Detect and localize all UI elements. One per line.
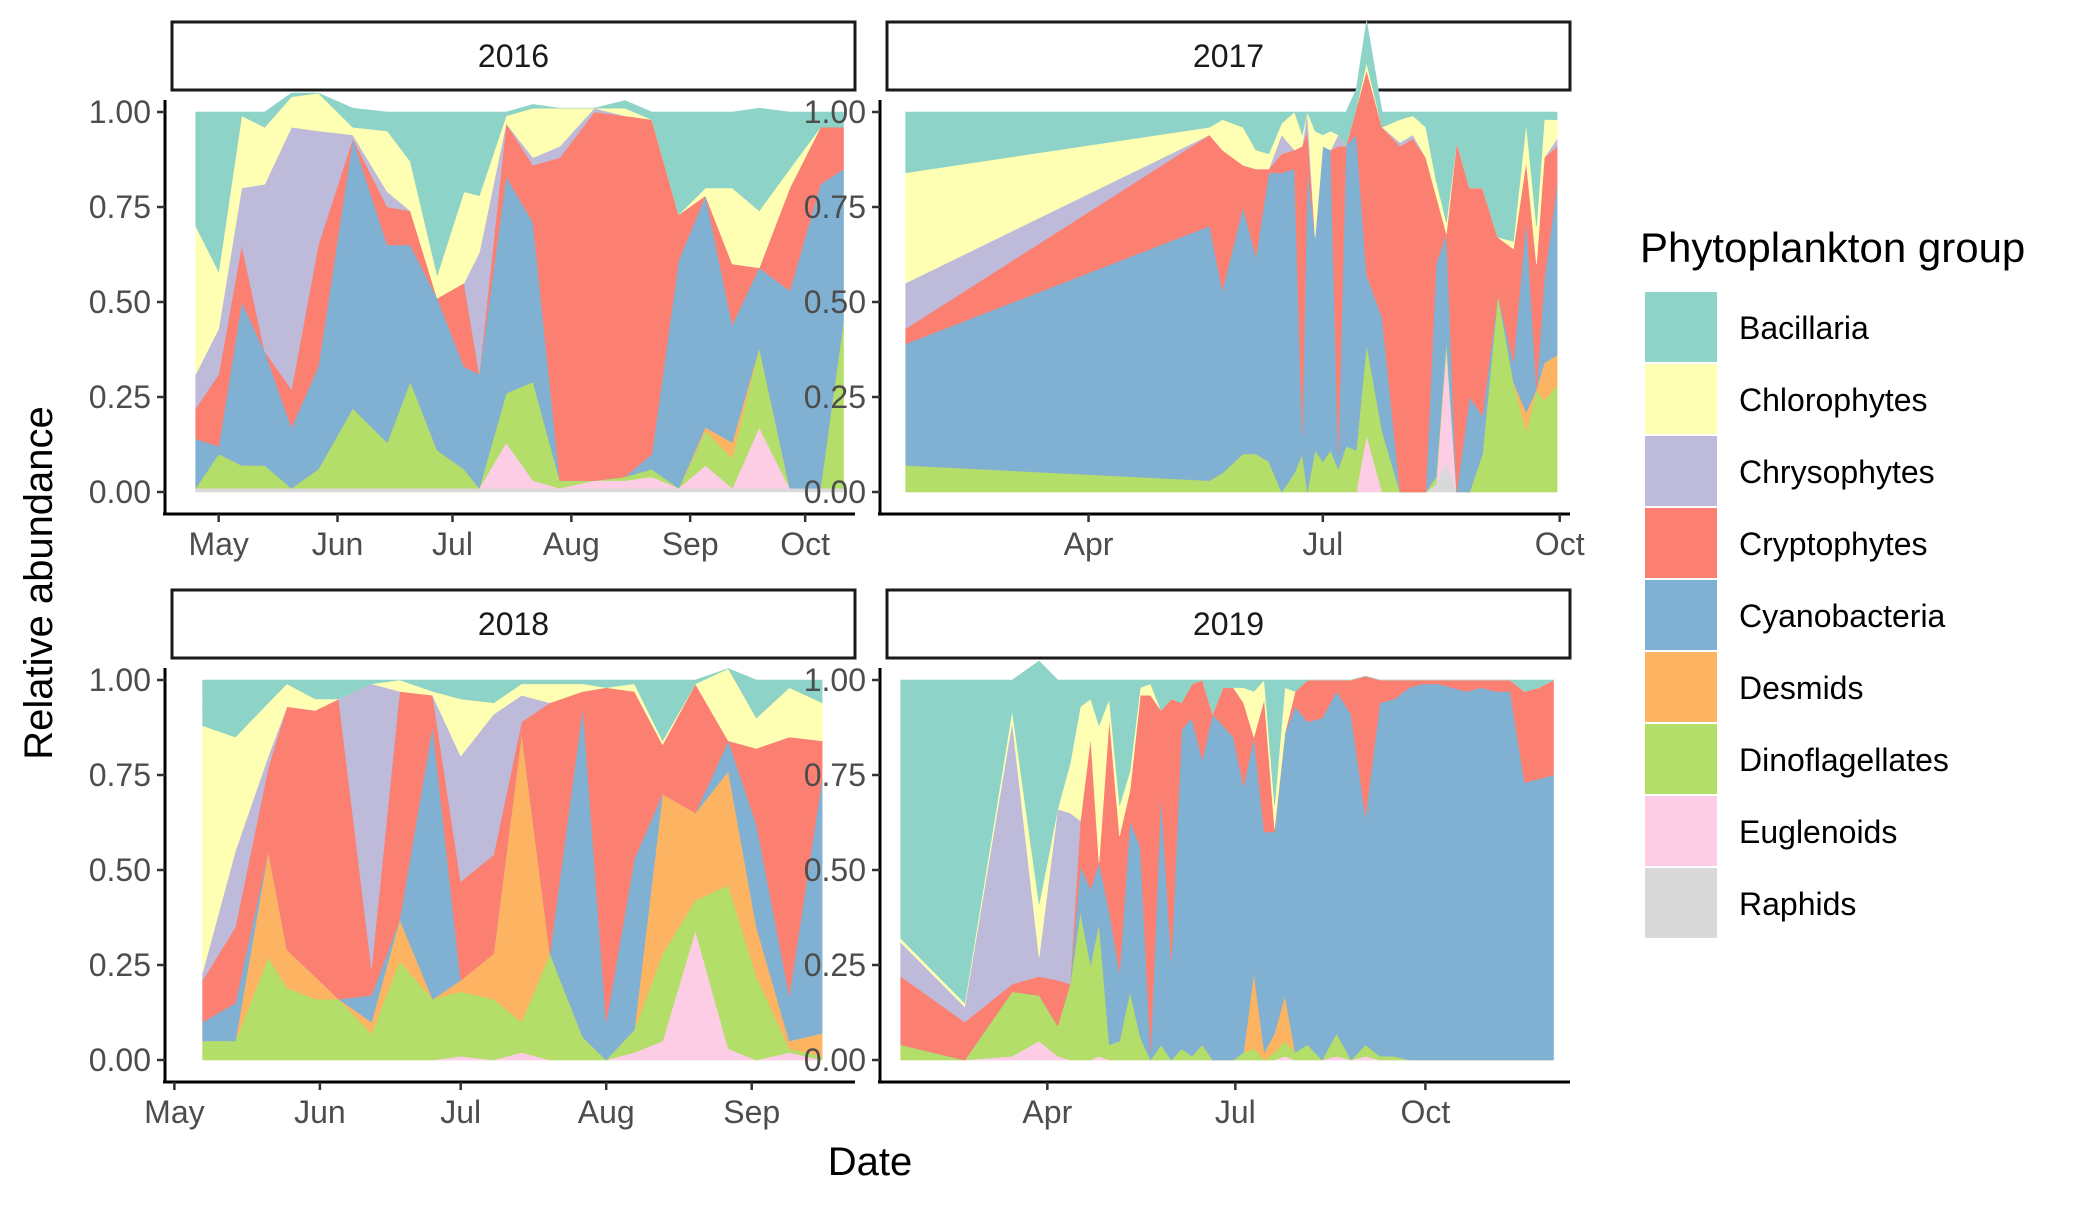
y-tick-label: 0.50 xyxy=(804,852,866,888)
legend-label: Bacillaria xyxy=(1739,310,1869,346)
x-tick-label: Aug xyxy=(543,526,600,562)
panels-layer: 2016 0.00 0.25 0.50 0.75 1.00 May Jun Jul Aug Sep O… xyxy=(89,20,1585,1130)
panel-2017: 2017 0.00 0.25 0.50 0.75 1.00 Apr Jul Oct xyxy=(804,20,1585,562)
x-tick-label: Jul xyxy=(1215,1094,1256,1130)
legend: Phytoplankton group Bacillaria Chlorophyt… xyxy=(1640,224,2025,938)
legend-entry: Cryptophytes xyxy=(1645,508,1928,578)
x-tick-label: Jul xyxy=(440,1094,481,1130)
legend-label: Chrysophytes xyxy=(1739,454,1935,490)
legend-label: Euglenoids xyxy=(1739,814,1897,850)
y-tick-label: 0.50 xyxy=(89,852,151,888)
area-bacillaria-2018 xyxy=(202,668,823,742)
legend-entry: Chrysophytes xyxy=(1645,436,1935,506)
panel-2016: 2016 0.00 0.25 0.50 0.75 1.00 May Jun Jul Aug Sep O… xyxy=(89,20,857,562)
y-tick-label: 0.75 xyxy=(89,757,151,793)
facet-strip-label: 2016 xyxy=(478,38,549,74)
legend-label: Desmids xyxy=(1739,670,1863,706)
legend-key xyxy=(1645,364,1717,434)
x-tick-label: Sep xyxy=(662,526,719,562)
legend-entry: Euglenoids xyxy=(1645,796,1897,866)
legend-label: Dinoflagellates xyxy=(1739,742,1949,778)
y-tick-label: 0.75 xyxy=(89,189,151,225)
panel-2018: 2018 0.00 0.25 0.50 0.75 1.00 May Jun Jul Aug Sep xyxy=(89,588,857,1130)
facet-strip-label: 2017 xyxy=(1193,38,1264,74)
area-raphids-2016 xyxy=(195,487,844,493)
area-bacillaria-2017 xyxy=(905,20,1558,242)
x-tick-label: Apr xyxy=(1022,1094,1072,1130)
legend-key xyxy=(1645,868,1717,938)
legend-entry: Bacillaria xyxy=(1645,292,1869,362)
x-tick-label: Jul xyxy=(1302,526,1343,562)
x-tick-label: Apr xyxy=(1064,526,1114,562)
y-tick-label: 0.75 xyxy=(804,189,866,225)
y-tick-label: 1.00 xyxy=(804,94,866,130)
area-bacillaria-2019 xyxy=(900,660,1554,1004)
legend-key xyxy=(1645,508,1717,578)
x-tick-label: Sep xyxy=(723,1094,780,1130)
y-tick-label: 0.00 xyxy=(804,1042,866,1078)
x-tick-label: May xyxy=(188,526,248,562)
y-tick-label: 0.00 xyxy=(804,474,866,510)
y-tick-label: 0.00 xyxy=(89,1042,151,1078)
y-tick-label: 0.00 xyxy=(89,474,151,510)
legend-label: Chlorophytes xyxy=(1739,382,1928,418)
legend-entry: Desmids xyxy=(1645,652,1863,722)
y-tick-label: 1.00 xyxy=(89,662,151,698)
facet-strip-label: 2018 xyxy=(478,606,549,642)
legend-key xyxy=(1645,652,1717,722)
facet-strip-2017 xyxy=(885,20,1572,92)
legend-entry: Raphids xyxy=(1645,868,1856,938)
x-tick-label: Oct xyxy=(1400,1094,1450,1130)
legend-entries: Bacillaria Chlorophytes Chrysophytes Crypto… xyxy=(1645,292,1949,938)
legend-key xyxy=(1645,580,1717,650)
y-tick-label: 0.50 xyxy=(804,284,866,320)
legend-title: Phytoplankton group xyxy=(1640,224,2025,271)
legend-label: Cyanobacteria xyxy=(1739,598,1946,634)
legend-label: Raphids xyxy=(1739,886,1856,922)
legend-entry: Dinoflagellates xyxy=(1645,724,1949,794)
y-tick-label: 0.25 xyxy=(89,379,151,415)
y-tick-label: 0.50 xyxy=(89,284,151,320)
y-tick-label: 1.00 xyxy=(89,94,151,130)
x-tick-label: Oct xyxy=(780,526,830,562)
panel-2019: 2019 0.00 0.25 0.50 0.75 1.00 Apr Jul Oct xyxy=(804,588,1572,1130)
y-axis-title: Relative abundance xyxy=(17,406,61,760)
y-tick-label: 0.25 xyxy=(804,379,866,415)
legend-entry: Chlorophytes xyxy=(1645,364,1928,434)
facet-strip-2018 xyxy=(170,588,857,660)
legend-key xyxy=(1645,796,1717,866)
legend-key xyxy=(1645,724,1717,794)
area-bacillaria-2016 xyxy=(195,92,844,277)
x-tick-label: Jun xyxy=(312,526,364,562)
facet-strip-2019 xyxy=(885,588,1572,660)
legend-key xyxy=(1645,292,1717,362)
y-tick-label: 0.25 xyxy=(89,947,151,983)
facet-strip-label: 2019 xyxy=(1193,606,1264,642)
x-axis-title: Date xyxy=(828,1140,913,1184)
legend-label: Cryptophytes xyxy=(1739,526,1928,562)
legend-entry: Cyanobacteria xyxy=(1645,580,1946,650)
y-tick-label: 0.75 xyxy=(804,757,866,793)
facet-strip-2016 xyxy=(170,20,857,92)
x-tick-label: Oct xyxy=(1535,526,1585,562)
legend-key xyxy=(1645,436,1717,506)
x-tick-label: Aug xyxy=(578,1094,635,1130)
x-tick-label: May xyxy=(144,1094,204,1130)
y-tick-label: 1.00 xyxy=(804,662,866,698)
x-tick-label: Jun xyxy=(294,1094,346,1130)
y-tick-label: 0.25 xyxy=(804,947,866,983)
x-tick-label: Jul xyxy=(432,526,473,562)
